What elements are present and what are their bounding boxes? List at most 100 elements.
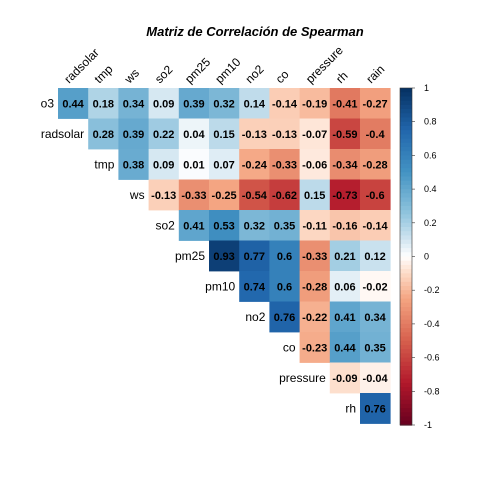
- color-legend-segment: [400, 378, 412, 384]
- heatmap-cell: [148, 88, 180, 119]
- column-label: so2: [152, 62, 176, 86]
- heatmap-cell: [118, 88, 149, 119]
- cell-value-label: -0.09: [332, 373, 357, 385]
- heatmap-cell: [329, 210, 361, 241]
- color-legend-segment: [400, 332, 412, 338]
- cell-value-label: -0.19: [302, 98, 327, 110]
- color-legend-segment: [400, 130, 412, 135]
- cell-value-label: 0.39: [183, 98, 204, 110]
- row-label: o3: [41, 96, 55, 110]
- heatmap-cell: [239, 210, 270, 241]
- color-legend-segment: [400, 184, 412, 190]
- heatmap-cell: [209, 179, 240, 211]
- color-legend-tick-label: 0.8: [424, 117, 437, 127]
- row-label: no2: [245, 310, 265, 324]
- column-label: pm10: [212, 55, 243, 86]
- heatmap-cell: [148, 118, 180, 150]
- cell-value-label: 0.35: [274, 220, 295, 232]
- heatmap-cell: [269, 179, 300, 211]
- color-legend-segment: [400, 420, 412, 426]
- cell-value-label: 0.32: [244, 220, 265, 232]
- color-legend-segment: [400, 256, 412, 262]
- cell-value-label: -0.28: [302, 281, 327, 293]
- color-legend-segment: [400, 214, 412, 220]
- cell-value-label: 0.01: [183, 159, 204, 171]
- color-legend-segment: [400, 344, 412, 350]
- cell-value-label: 0.53: [213, 220, 234, 232]
- heatmap-cell: [269, 210, 300, 241]
- row-label: ws: [129, 188, 145, 202]
- column-label: co: [273, 67, 292, 86]
- color-legend-segment: [400, 146, 412, 152]
- heatmap-cell: [209, 118, 240, 150]
- cell-value-label: -0.6: [366, 190, 385, 202]
- color-legend-tick-label: -1: [424, 420, 432, 430]
- cell-value-label: -0.34: [332, 159, 358, 171]
- color-legend-segment: [400, 408, 412, 413]
- cell-value-label: 0.77: [244, 251, 265, 263]
- color-legend-tick-label: 0.2: [424, 218, 437, 228]
- heatmap-cell: [329, 362, 361, 394]
- cell-value-label: -0.54: [242, 190, 268, 202]
- color-legend-segment: [400, 298, 412, 304]
- heatmap-cell: [178, 118, 210, 150]
- heatmap-cell: [269, 240, 300, 272]
- color-legend-segment: [400, 273, 412, 279]
- heatmap-cell: [299, 118, 331, 150]
- heatmap-cell: [299, 332, 331, 363]
- color-legend-segment: [400, 307, 412, 312]
- heatmap-cell: [329, 118, 361, 150]
- heatmap-cell: [269, 271, 300, 302]
- heatmap-cell: [209, 149, 240, 180]
- heatmap-cell: [329, 271, 361, 302]
- row-label: radsolar: [41, 127, 84, 141]
- color-legend-segment: [400, 231, 412, 237]
- color-legend-segment: [400, 357, 412, 363]
- cell-value-label: 0.41: [334, 312, 355, 324]
- color-legend-segment: [400, 349, 412, 354]
- color-legend-segment: [400, 366, 412, 371]
- heatmap-cell: [269, 118, 300, 150]
- color-legend-segment: [400, 210, 412, 215]
- color-legend-segment: [400, 151, 412, 156]
- color-legend-tick-label: 0.4: [424, 184, 437, 194]
- cell-value-label: -0.25: [212, 190, 237, 202]
- cell-value-label: -0.73: [332, 190, 357, 202]
- cell-value-label: 0.35: [364, 342, 385, 354]
- heatmap-cell: [299, 271, 331, 302]
- color-legend-segment: [400, 416, 412, 422]
- color-legend-segment: [400, 96, 412, 102]
- color-legend-segment: [400, 104, 412, 110]
- cell-value-label: -0.14: [363, 220, 389, 232]
- heatmap-cell: [239, 179, 270, 211]
- cell-value-label: 0.15: [304, 190, 325, 202]
- color-legend-segment: [400, 412, 412, 418]
- heatmap-cell: [360, 118, 391, 150]
- cell-value-label: -0.02: [363, 281, 388, 293]
- color-legend-tick-label: -0.2: [424, 285, 440, 295]
- color-legend-segment: [400, 125, 412, 131]
- heatmap-cell: [118, 118, 149, 150]
- cell-value-label: 0.21: [334, 251, 355, 263]
- cell-value-label: -0.33: [272, 159, 297, 171]
- heatmap-cell: [178, 149, 210, 180]
- color-legend-tick-label: 0.6: [424, 150, 437, 160]
- heatmap-cell: [360, 393, 391, 424]
- color-legend-segment: [400, 163, 412, 169]
- heatmap-cell: [239, 118, 270, 150]
- color-legend-segment: [400, 92, 412, 98]
- color-legend-segment: [400, 113, 412, 119]
- heatmap-cell: [360, 210, 391, 241]
- heatmap-cell: [269, 88, 300, 119]
- cell-value-label: -0.14: [272, 98, 298, 110]
- heatmap-cell: [209, 88, 240, 119]
- color-legend-segment: [400, 138, 412, 144]
- cell-value-label: 0.06: [334, 281, 355, 293]
- heatmap-cell: [239, 240, 270, 272]
- color-legend-segment: [400, 201, 412, 207]
- color-legend-segment: [400, 239, 412, 245]
- cell-value-label: 0.74: [244, 281, 266, 293]
- cell-value-label: 0.04: [183, 129, 205, 141]
